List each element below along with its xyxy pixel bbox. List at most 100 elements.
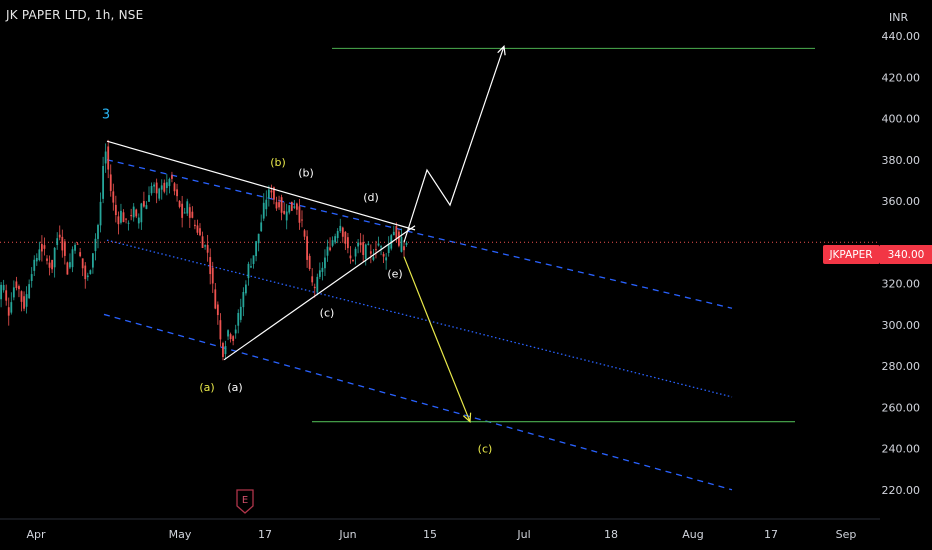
candle-body [283,210,286,214]
wave-label: (c) [478,443,493,456]
candle-body [81,258,84,269]
candle-body [288,205,291,213]
candle-body [97,225,99,239]
candle-body [183,212,186,214]
earnings-label: E [242,495,248,506]
candle-body [10,302,13,313]
candle-body [168,178,171,187]
candle-body [267,189,270,199]
target-levels [312,47,815,423]
candle-body [196,225,199,233]
candle-body [239,306,242,320]
x-tick-label: 17 [764,528,778,541]
x-tick-label: Jun [338,528,356,541]
candle-body [150,186,153,194]
y-tick-label: 400.00 [882,113,921,126]
wave-label: (d) [363,191,379,204]
candle-body [66,262,69,275]
y-tick-label: 260.00 [882,401,921,414]
price-axis[interactable]: INR 440.00 420.00 400.00 380.00 360.00 320.00… [823,0,932,550]
candle-body [273,187,275,200]
candle-body [92,253,94,268]
candle-body [278,202,280,208]
candle-body [234,329,237,334]
candle-body [387,244,390,254]
candle-body [2,285,5,291]
x-tick-label: 17 [258,528,272,541]
wave-label: (b) [298,166,314,179]
candle-body [403,246,405,251]
candle-body [107,146,110,170]
candle-body [354,248,357,257]
chart-title: JK PAPER LTD, 1h, NSE [6,8,144,22]
candle-body [280,197,283,213]
candle-body [201,236,204,248]
candle-body [20,291,23,302]
candle-body [25,294,28,307]
candle-body [306,236,308,260]
candle-body [298,206,301,223]
y-tick-label: 220.00 [882,484,921,497]
candle-body [145,205,148,209]
candle-body [334,236,337,243]
candle-body [262,202,265,219]
earnings-marker[interactable]: E [236,489,254,514]
candle-body [206,244,209,253]
candle-body [255,241,257,257]
candle-body [5,290,8,301]
candle-body [127,222,130,224]
candle-body [336,230,339,239]
currency-label: INR [889,11,908,24]
triangle-lines [106,140,416,361]
candle-body [303,230,306,237]
candle-body [43,245,46,249]
candle-body [46,258,48,261]
candle-body [143,201,145,207]
candle-body [120,210,122,223]
candle-body [30,274,33,281]
y-tick-label: 300.00 [882,319,921,332]
candle-body [405,243,408,245]
wave-label: (e) [387,267,402,280]
candle-body [140,203,143,223]
candle-body [194,224,196,227]
candle-body [23,296,25,309]
candle-body [257,233,260,244]
candle-body [352,259,354,261]
candle-body [135,209,138,217]
earnings-e-icon [236,489,254,514]
wave-label: (c) [320,307,335,320]
price-tag: JKPAPER 340.00 [823,245,932,264]
bullish-projection-path [403,46,505,243]
candle-body [84,265,87,280]
candle-body [181,203,184,218]
x-tick-label: Jul [516,528,530,541]
candle-body [339,225,342,232]
candle-body [71,249,74,268]
candle-body [385,257,388,261]
candle-body [176,189,178,197]
time-axis[interactable]: Apr May 17 Jun 15 Jul 18 Aug 17 Sep [0,518,880,541]
x-tick-label: 18 [604,528,618,541]
candle-body [245,284,247,294]
candle-body [104,151,107,164]
candle-body [252,255,255,264]
candle-body [188,207,191,218]
y-tick-label: 360.00 [882,195,921,208]
candle-body [392,231,395,236]
candle-body [132,206,135,218]
candle-body [112,191,115,203]
y-tick-label: 380.00 [882,154,921,167]
candle-body [380,246,382,248]
candle-body [301,219,303,221]
candle-body [137,217,140,224]
candle-body [367,243,370,245]
candle-body [102,165,104,199]
candle-body [341,227,344,237]
candle-body [86,275,89,278]
candle-body [76,243,79,245]
x-tick-label: 15 [423,528,437,541]
wave-label: (a) [227,381,242,394]
candle-body [398,231,400,246]
